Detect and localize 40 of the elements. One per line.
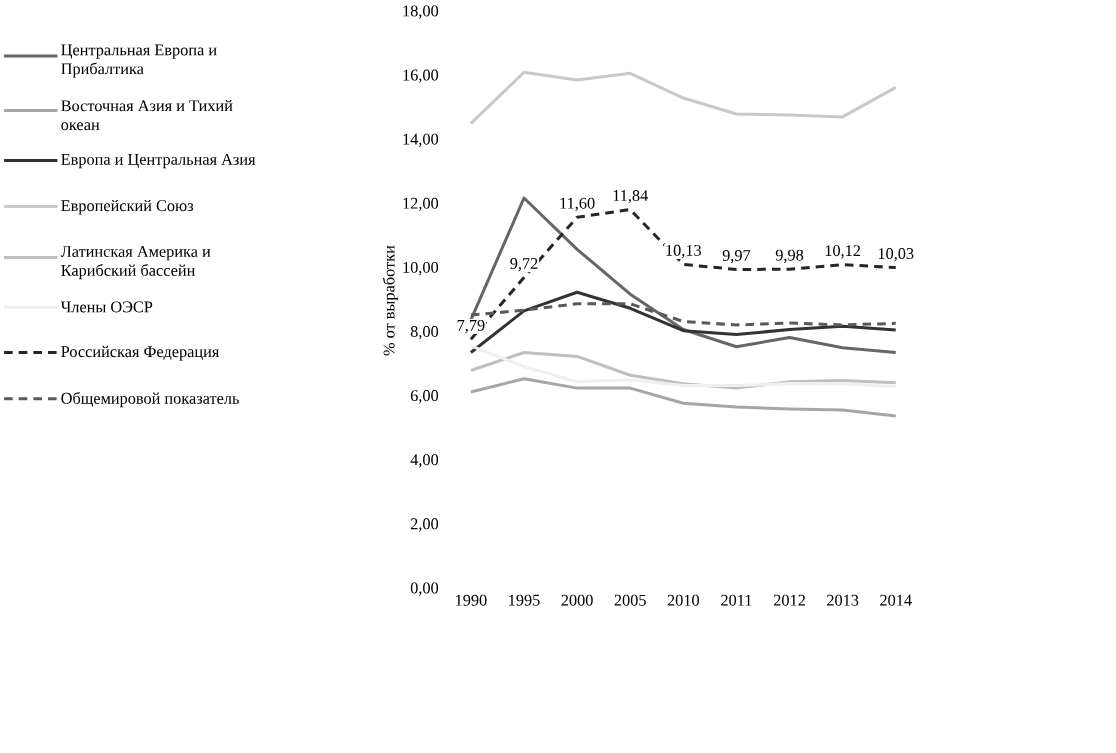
legend-label: Латинская Америка и Карибский бассейн xyxy=(60,246,211,280)
y-tick-label: 8,00 xyxy=(410,326,439,340)
x-tick-label: 2012 xyxy=(773,594,805,606)
y-axis-title: % от выработки xyxy=(382,245,398,356)
line-series xyxy=(469,344,898,389)
y-tick-label: 2,00 xyxy=(410,518,439,532)
data-label: 9,72 xyxy=(510,258,538,272)
x-tick-label: 2011 xyxy=(721,594,752,606)
data-label: 9,98 xyxy=(775,249,804,264)
line-series xyxy=(469,71,898,126)
legend-label: Восточная Азия и Тихий океан xyxy=(61,100,233,131)
y-tick-label: 6,00 xyxy=(410,390,439,404)
legend-label: Европа и Центральная Азия xyxy=(61,154,256,169)
y-tick-label: 12,00 xyxy=(403,197,439,212)
legend-label: Центральная Европа и Прибалтика xyxy=(61,44,217,78)
data-label: 11,84 xyxy=(613,190,648,204)
x-tick-label: 2013 xyxy=(827,594,859,606)
y-tick-label: 4,00 xyxy=(410,454,439,468)
x-tick-label: 2000 xyxy=(561,594,593,606)
legend-label: Общемировой показатель xyxy=(61,392,239,408)
x-tick-label: 2005 xyxy=(614,594,646,606)
data-label: 10,12 xyxy=(825,245,861,259)
y-tick-label: 14,00 xyxy=(403,133,439,148)
x-tick-label: 1990 xyxy=(456,594,487,606)
x-tick-label: 1995 xyxy=(509,594,540,606)
x-tick-label: 2014 xyxy=(880,594,912,606)
data-label: 10,03 xyxy=(878,248,914,262)
y-tick-label: 18,00 xyxy=(403,5,439,19)
y-tick-label: 10,00 xyxy=(403,262,439,276)
data-label: 10,13 xyxy=(666,245,702,259)
legend-label: Европейский Союз xyxy=(61,200,194,215)
y-tick-label: 16,00 xyxy=(403,69,439,84)
line-series xyxy=(469,377,898,418)
data-label: 11,60 xyxy=(560,197,595,212)
y-tick-label: 0,00 xyxy=(410,582,439,596)
x-tick-label: 2010 xyxy=(667,594,699,606)
data-label: 7,79 xyxy=(457,320,485,334)
legend-label: Члены ОЭСР xyxy=(60,301,153,313)
legend-label: Российская Федерация xyxy=(61,346,220,361)
data-label: 9,97 xyxy=(722,250,751,264)
